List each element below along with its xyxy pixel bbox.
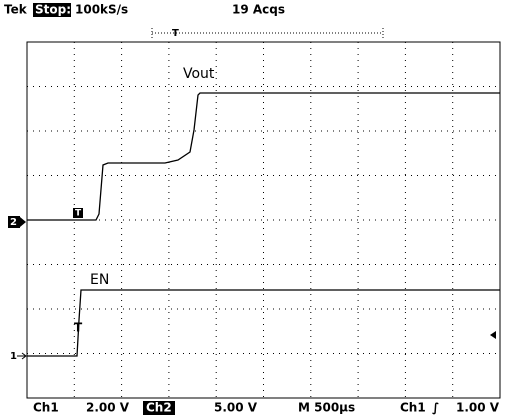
trigger-marker-ch2: T [75,209,82,219]
trigger-slope: ∫ [432,401,439,415]
en-trace [27,289,500,357]
trigger-box [73,208,83,218]
state: Stop: [35,3,71,17]
en-label: EN [90,272,109,288]
brand: Tek [4,3,28,17]
record-trigger: T [172,28,179,39]
trigger-marker: T [74,321,83,335]
ch2-box [143,401,175,415]
ch1: Ch1 [33,401,59,415]
ch2: Ch2 [146,401,172,415]
acqs: 19 Acqs [232,3,285,17]
graticule [26,41,501,399]
ch1-marker: 1 [10,351,17,362]
trigger-level: 1.00 V [456,401,500,415]
rate: 100kS/s [75,3,128,17]
ch2-marker-box [8,216,20,228]
timebase: M 500µs [298,401,355,415]
ch2-scale: 5.00 V [214,401,258,415]
trigger-level-arrow [490,331,496,339]
vout-trace [27,92,500,221]
ch1-scale: 2.00 V [86,401,130,415]
ch1-arrow [17,352,27,360]
record-bracket [151,28,384,38]
trigger-source: Ch1 [400,401,426,415]
vout-label: Vout [183,66,215,82]
state-box [33,3,71,17]
ch2-marker: 2 [10,217,17,228]
ch2-arrow [20,217,26,227]
